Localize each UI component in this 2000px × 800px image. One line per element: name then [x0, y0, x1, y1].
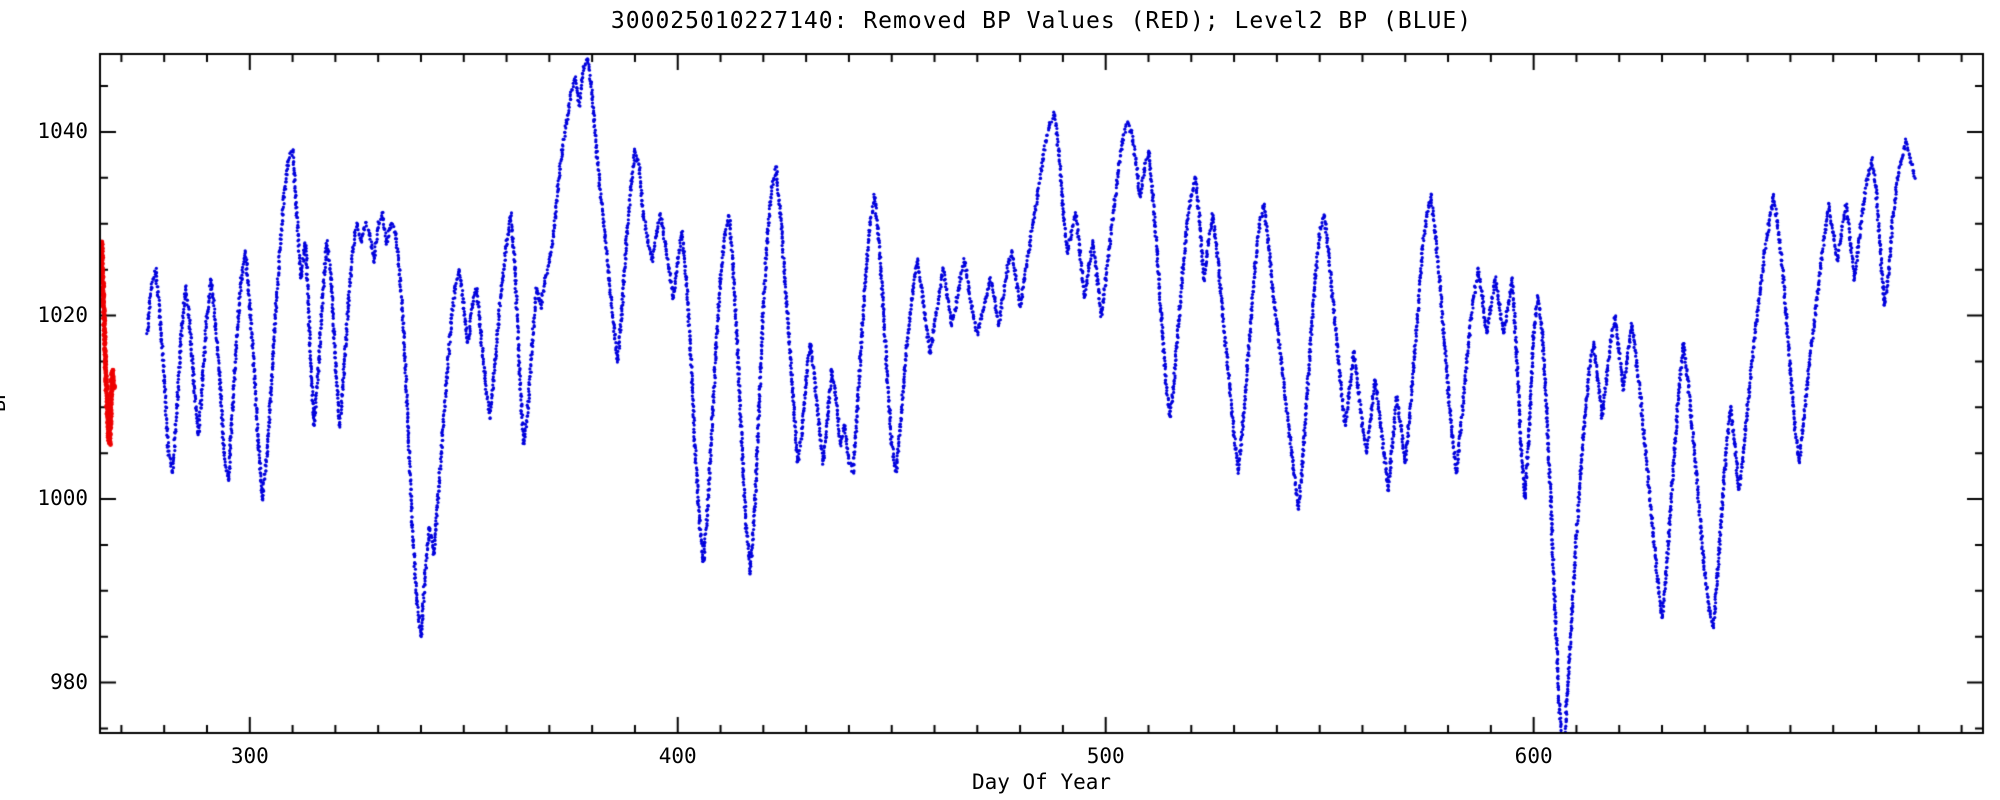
y-tick-label: 980 [50, 669, 88, 694]
y-tick-label: 1020 [37, 302, 88, 327]
y-tick-label: 1040 [37, 118, 88, 143]
x-tick-label: 500 [1086, 744, 1125, 768]
y-axis-label: BP [0, 387, 11, 413]
y-tick-label: 1000 [37, 486, 88, 511]
x-axis-label: Day Of Year [971, 770, 1112, 794]
x-tick-label: 400 [658, 744, 697, 768]
x-tick-label: 600 [1514, 744, 1553, 768]
x-tick-label: 300 [230, 744, 269, 768]
chart-title: 300025010227140: Removed BP Values (RED)… [610, 8, 1473, 34]
